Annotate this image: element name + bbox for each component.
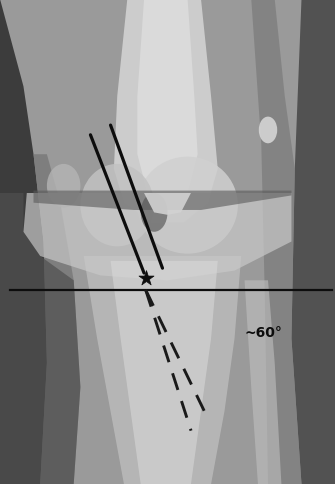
Polygon shape [245, 281, 281, 484]
Text: ~60°: ~60° [245, 325, 282, 339]
Polygon shape [34, 191, 291, 211]
Polygon shape [291, 0, 335, 484]
Polygon shape [114, 0, 218, 223]
Polygon shape [137, 0, 198, 208]
Polygon shape [111, 261, 218, 484]
Polygon shape [144, 194, 191, 215]
Ellipse shape [141, 194, 168, 232]
Polygon shape [251, 0, 302, 484]
Ellipse shape [259, 118, 277, 144]
Ellipse shape [47, 165, 80, 208]
Polygon shape [34, 155, 80, 484]
Ellipse shape [137, 157, 238, 254]
Polygon shape [84, 257, 241, 484]
Point [143, 274, 148, 282]
Polygon shape [0, 194, 80, 484]
Polygon shape [0, 0, 47, 484]
Ellipse shape [80, 165, 154, 247]
Polygon shape [23, 194, 291, 281]
